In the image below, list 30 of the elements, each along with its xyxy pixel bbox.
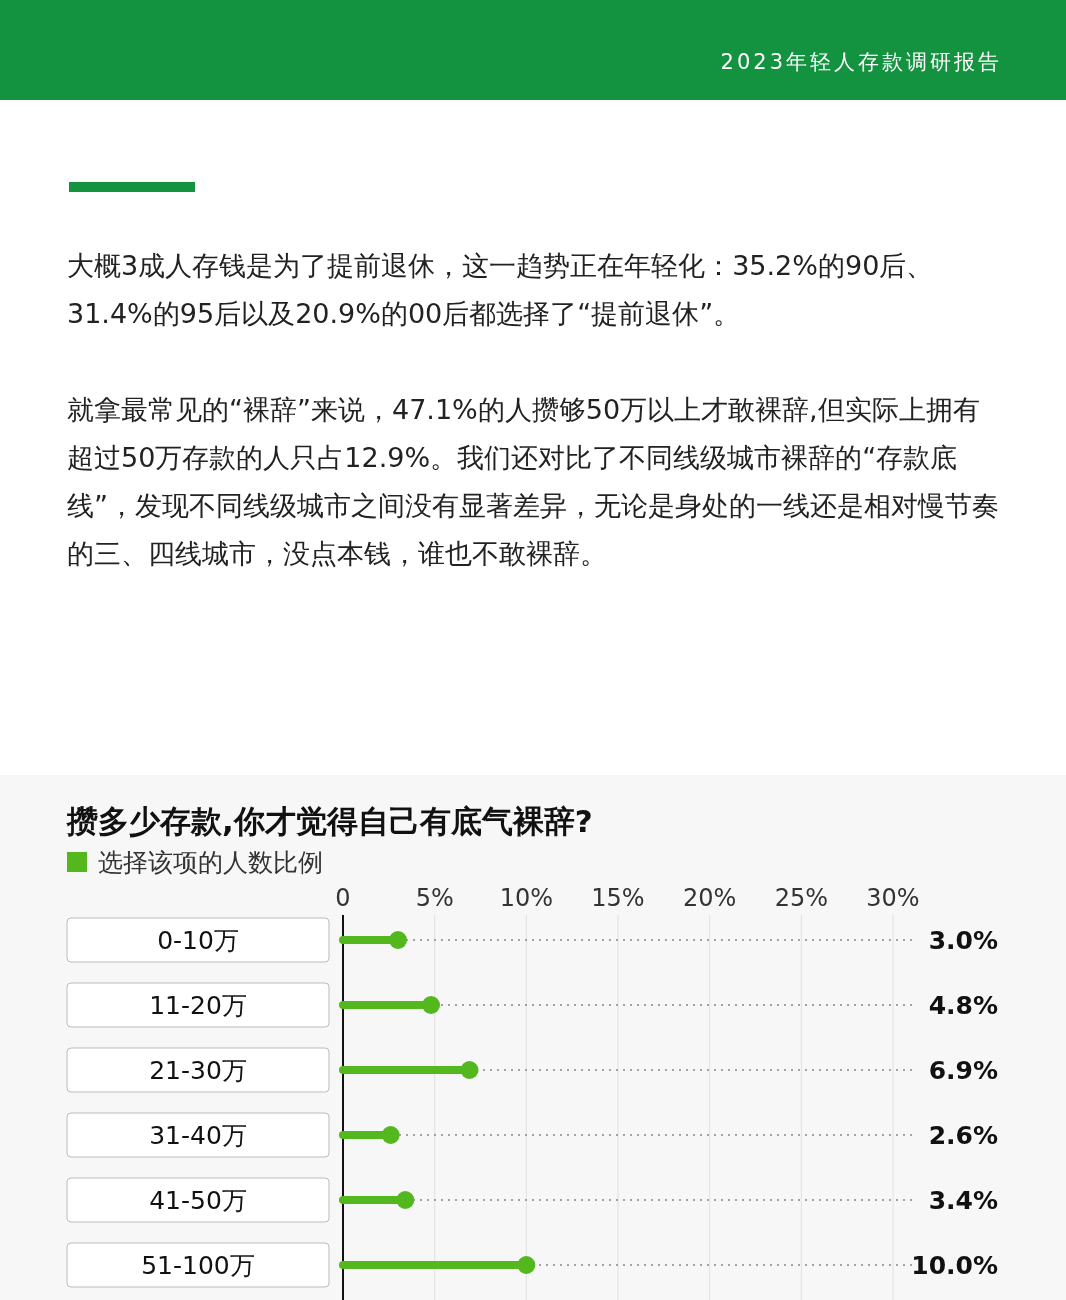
data-label: 2.6%	[928, 1121, 998, 1150]
data-label: 10.0%	[911, 1251, 998, 1280]
text: 2023年轻人存款调研报告	[720, 49, 1002, 76]
point	[460, 1061, 479, 1079]
chart-title: 攒多少存款,你才觉得自己有底气裸辞?	[66, 803, 593, 839]
y-tick-label: 21-30万	[149, 1056, 247, 1085]
x-tick-label: 20%	[682, 884, 737, 912]
text: 就拿最常见的“裸辞”来说，47.1%的人攒够50万以上才敢裸辞,但实际上拥有超过50万存款的人只占12.9%。我们还对比了不同线级城市裸辞的“存款底线”，发现不同线级城市之间没有显著差异，无论是身处的一线还是相对慢节奏的三、四线城市，没点本钱，谁也不敢裸辞。	[67, 393, 1000, 571]
x-tick-label: 10%	[499, 884, 554, 912]
y-tick-label: 11-20万	[149, 991, 247, 1020]
point	[389, 931, 407, 949]
x-tick-label: 25%	[774, 884, 829, 912]
x-tick-label: 30%	[866, 884, 920, 912]
legend-label: 选择该项的人数比例	[98, 848, 323, 877]
point	[517, 1256, 536, 1274]
data-label: 3.0%	[928, 926, 998, 955]
y-tick-label: 41-50万	[149, 1186, 247, 1215]
x-tick-label: 15%	[591, 884, 645, 912]
point	[396, 1191, 415, 1209]
x-tick-label: 0	[335, 884, 351, 912]
x-tick-label: 5%	[415, 884, 454, 912]
point	[422, 996, 440, 1014]
y-tick-label: 31-40万	[149, 1121, 247, 1150]
data-label: 3.4%	[928, 1186, 998, 1215]
text: 大概3成人存钱是为了提前退休，这一趋势正在年轻化：35.2%的90后、31.4%的95后以及20.9%的00后都选择了“提前退休”。	[67, 249, 935, 331]
data-label: 4.8%	[928, 991, 998, 1020]
point	[381, 1126, 400, 1144]
y-tick-label: 0-10万	[157, 926, 239, 955]
data-label: 6.9%	[928, 1056, 998, 1085]
y-tick-label: 51-100万	[141, 1251, 255, 1280]
